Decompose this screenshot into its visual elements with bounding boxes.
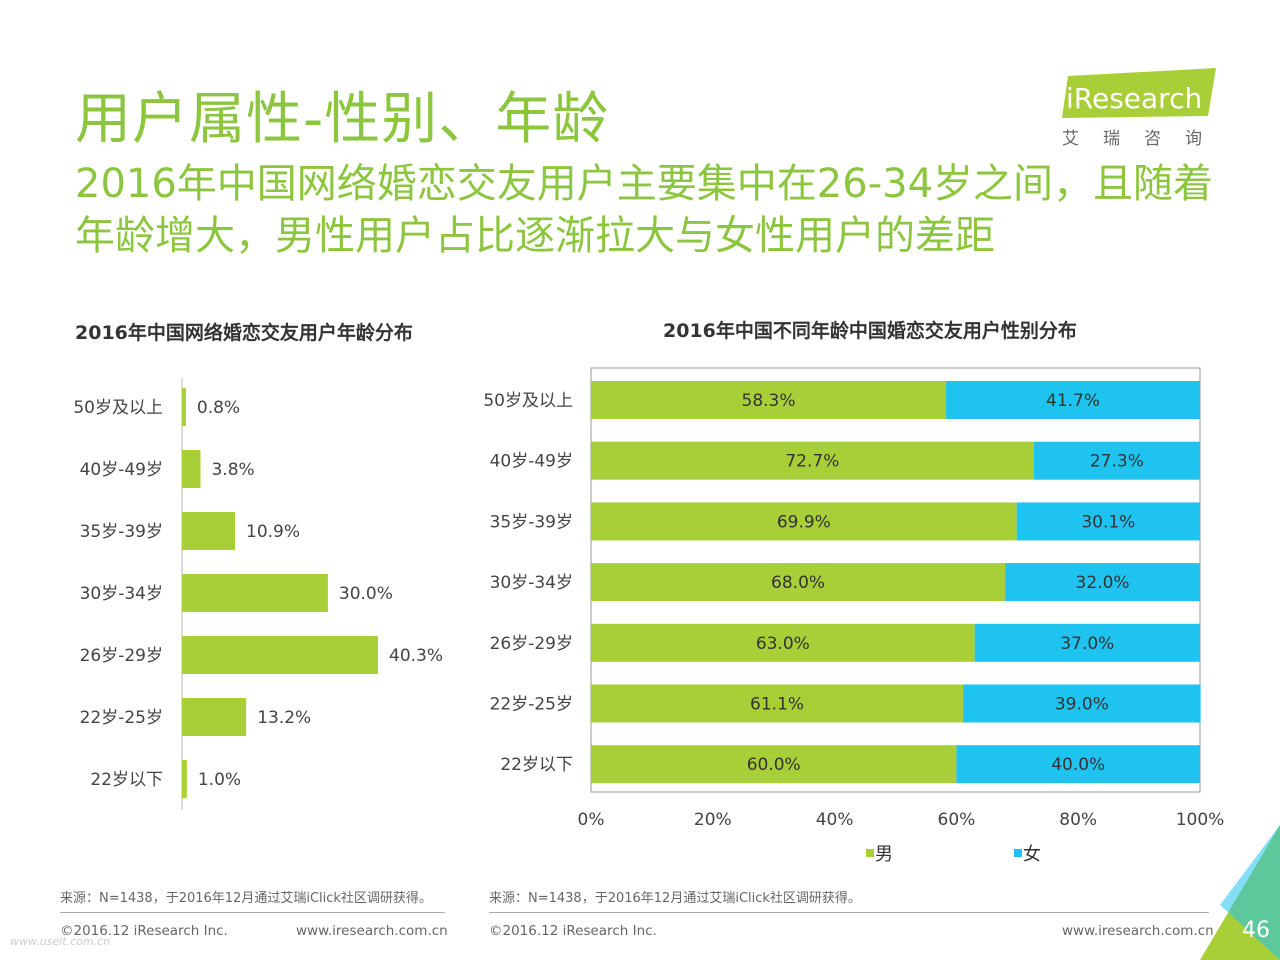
copyright-left: ©2016.12 iResearch Inc. <box>60 923 228 939</box>
iresearch-logo: iResearch 艾瑞咨询 <box>1058 68 1223 153</box>
legend-male-swatch <box>866 849 874 857</box>
legend-female-swatch <box>1014 849 1022 857</box>
age-value-label: 0.8% <box>197 398 240 418</box>
female-bar-segment <box>1016 502 1200 541</box>
male-bar-segment <box>591 441 1034 480</box>
female-bar-segment <box>946 381 1200 419</box>
male-bar-segment <box>591 745 957 784</box>
gender-chart-title: 2016年中国不同年龄中国婚恋交友用户性别分布 <box>663 320 1077 342</box>
gender-category-label: 50岁及以上 <box>483 391 573 411</box>
age-category-label: 35岁-39岁 <box>80 522 163 542</box>
male-bar-segment <box>591 381 947 419</box>
age-value-label: 30.0% <box>339 584 393 604</box>
age-bar <box>182 450 201 488</box>
gender-distribution-chart: 50岁及以上 58.3% 41.7% 40岁-49岁 72.7% 27.3% 35岁-39岁… <box>483 367 1225 865</box>
female-bar-segment <box>1033 441 1200 480</box>
age-bar <box>182 574 328 612</box>
source-note-right: 来源：N=1438，于2016年12月通过艾瑞iClick社区调研获得。 <box>489 891 861 906</box>
gender-category-label: 22岁以下 <box>500 755 573 775</box>
gender-category-label: 35岁-39岁 <box>490 512 573 532</box>
male-value-label: 60.0% <box>747 755 801 775</box>
female-value-label: 30.1% <box>1081 512 1135 532</box>
male-value-label: 68.0% <box>771 573 825 593</box>
age-category-label: 40岁-49岁 <box>80 460 163 480</box>
logo-badge-shape <box>1062 68 1216 118</box>
legend-male-label: 男 <box>875 844 893 865</box>
female-value-label: 41.7% <box>1046 391 1100 411</box>
source-note-left: 来源：N=1438，于2016年12月通过艾瑞iClick社区调研获得。 <box>60 891 432 906</box>
corner-blue-shape <box>1220 825 1280 960</box>
watermark: www.useit.com.cn <box>10 935 111 948</box>
male-value-label: 72.7% <box>785 452 839 472</box>
female-bar-segment <box>956 745 1200 784</box>
corner-decoration <box>1200 825 1280 960</box>
age-category-label: 30岁-34岁 <box>80 584 163 604</box>
age-category-label: 22岁-25岁 <box>80 708 163 728</box>
male-value-label: 63.0% <box>756 634 810 654</box>
male-value-label: 69.9% <box>777 512 831 532</box>
male-bar-segment <box>591 623 975 662</box>
age-bar <box>182 760 187 798</box>
website-right: www.iresearch.com.cn <box>1062 923 1214 939</box>
gender-category-label: 22岁-25岁 <box>490 695 573 715</box>
x-tick-label: 20% <box>694 810 732 830</box>
female-bar-segment <box>1005 563 1200 602</box>
logo-badge: iResearch <box>1062 68 1216 118</box>
gender-category-label: 30岁-34岁 <box>490 573 573 593</box>
age-bar <box>182 698 247 736</box>
female-value-label: 37.0% <box>1060 634 1114 654</box>
x-tick-label: 0% <box>578 810 605 830</box>
age-bar <box>182 636 378 674</box>
male-bar-segment <box>591 502 1017 541</box>
age-value-label: 13.2% <box>257 708 311 728</box>
female-value-label: 27.3% <box>1090 452 1144 472</box>
male-value-label: 61.1% <box>750 695 804 715</box>
legend-female-label: 女 <box>1023 844 1041 865</box>
x-tick-label: 80% <box>1059 810 1097 830</box>
age-value-label: 10.9% <box>246 522 300 542</box>
age-bar <box>182 512 236 550</box>
age-chart-title: 2016年中国网络婚恋交友用户年龄分布 <box>75 322 413 344</box>
age-distribution-chart: 50岁及以上 0.8% 40岁-49岁 3.8% 35岁-39岁 10.9% 30岁-34岁… <box>73 378 443 810</box>
page-subtitle: 2016年中国网络婚恋交友用户主要集中在26-34岁之间，且随着年龄增大，男性用… <box>75 161 1214 259</box>
male-bar-segment <box>591 684 964 723</box>
female-value-label: 40.0% <box>1051 755 1105 775</box>
age-value-label: 40.3% <box>389 646 443 666</box>
male-value-label: 58.3% <box>742 391 796 411</box>
age-category-label: 50岁及以上 <box>73 398 163 418</box>
age-category-label: 26岁-29岁 <box>80 646 163 666</box>
footer-divider-left <box>60 912 445 913</box>
age-category-label: 22岁以下 <box>90 770 163 790</box>
logo-subtitle: 艾瑞咨询 <box>1062 129 1226 149</box>
gender-category-label: 26岁-29岁 <box>490 634 573 654</box>
x-tick-label: 40% <box>816 810 854 830</box>
page-title: 用户属性-性别、年龄 <box>75 87 610 152</box>
logo-brand-text: iResearch <box>1066 82 1202 115</box>
age-value-label: 1.0% <box>198 770 241 790</box>
x-tick-label: 100% <box>1176 810 1225 830</box>
female-value-label: 32.0% <box>1076 573 1130 593</box>
age-bar <box>182 388 186 426</box>
website-left: www.iresearch.com.cn <box>296 923 448 939</box>
footer-divider-right <box>489 912 1209 913</box>
gender-category-label: 40岁-49岁 <box>490 452 573 472</box>
male-bar-segment <box>591 563 1006 602</box>
female-bar-segment <box>963 684 1201 723</box>
x-tick-label: 60% <box>938 810 976 830</box>
copyright-right: ©2016.12 iResearch Inc. <box>489 923 657 939</box>
age-value-label: 3.8% <box>211 460 254 480</box>
female-value-label: 39.0% <box>1055 695 1109 715</box>
female-bar-segment <box>974 623 1200 662</box>
page-number: 46 <box>1242 918 1270 943</box>
